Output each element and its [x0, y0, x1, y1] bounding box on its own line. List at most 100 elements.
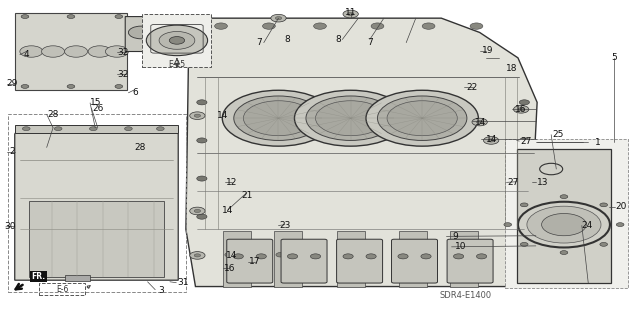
Circle shape: [316, 101, 386, 136]
Circle shape: [234, 96, 323, 140]
Text: 19: 19: [481, 46, 493, 56]
Circle shape: [519, 138, 529, 143]
Circle shape: [616, 223, 624, 226]
Circle shape: [157, 127, 164, 130]
Text: 14: 14: [226, 251, 237, 260]
Text: 11: 11: [345, 8, 356, 17]
Text: 32: 32: [118, 70, 129, 79]
Text: 4: 4: [24, 50, 29, 59]
Circle shape: [421, 254, 431, 259]
Circle shape: [343, 254, 353, 259]
Circle shape: [476, 121, 483, 123]
Circle shape: [314, 23, 326, 29]
Text: 32: 32: [118, 48, 129, 57]
Circle shape: [125, 127, 132, 130]
Circle shape: [275, 17, 282, 20]
Text: 3: 3: [159, 286, 164, 295]
Circle shape: [54, 127, 62, 130]
Bar: [516, 149, 611, 283]
Circle shape: [398, 254, 408, 259]
Text: 29: 29: [6, 79, 18, 88]
Bar: [450, 231, 477, 286]
Circle shape: [541, 213, 586, 236]
Circle shape: [467, 253, 476, 257]
Circle shape: [194, 254, 200, 257]
Text: 8: 8: [335, 35, 340, 44]
Circle shape: [366, 254, 376, 259]
Text: 27: 27: [520, 137, 531, 145]
Circle shape: [306, 96, 396, 140]
Text: 14: 14: [476, 117, 486, 127]
Text: 8: 8: [284, 35, 290, 44]
Circle shape: [366, 90, 478, 146]
Text: 14: 14: [221, 206, 233, 215]
Circle shape: [129, 26, 154, 39]
FancyBboxPatch shape: [392, 239, 438, 283]
Text: 14: 14: [217, 111, 228, 120]
Circle shape: [189, 112, 205, 120]
Text: 16: 16: [223, 263, 235, 273]
Text: 2: 2: [10, 147, 15, 156]
Circle shape: [256, 254, 266, 259]
Circle shape: [504, 223, 511, 226]
Circle shape: [196, 138, 207, 143]
FancyBboxPatch shape: [337, 239, 383, 283]
Text: 31: 31: [177, 278, 188, 287]
Text: 23: 23: [279, 221, 291, 230]
Circle shape: [225, 253, 234, 257]
Circle shape: [196, 176, 207, 181]
Text: 18: 18: [506, 63, 517, 72]
Text: 1: 1: [595, 137, 601, 146]
Circle shape: [159, 32, 195, 49]
Text: 27: 27: [507, 178, 518, 187]
Circle shape: [354, 253, 363, 257]
Circle shape: [291, 253, 300, 257]
Bar: [223, 231, 251, 286]
Circle shape: [600, 242, 607, 246]
Circle shape: [115, 15, 123, 19]
Text: 17: 17: [249, 257, 260, 266]
Circle shape: [472, 118, 487, 126]
Circle shape: [483, 137, 499, 144]
Circle shape: [519, 176, 529, 181]
FancyBboxPatch shape: [227, 239, 273, 283]
FancyBboxPatch shape: [447, 239, 493, 283]
Circle shape: [452, 253, 461, 257]
Polygon shape: [186, 18, 537, 286]
FancyBboxPatch shape: [281, 239, 327, 283]
Circle shape: [520, 203, 528, 207]
Circle shape: [196, 100, 207, 105]
Circle shape: [189, 252, 205, 259]
Circle shape: [88, 46, 111, 57]
Text: 26: 26: [92, 104, 104, 113]
Circle shape: [67, 15, 75, 19]
Text: 12: 12: [226, 178, 237, 187]
Circle shape: [527, 206, 601, 243]
Circle shape: [476, 254, 486, 259]
Text: E-6: E-6: [56, 285, 68, 294]
Circle shape: [519, 214, 529, 219]
Text: 14: 14: [486, 135, 497, 144]
Circle shape: [240, 253, 249, 257]
Bar: [29, 201, 164, 277]
Text: 16: 16: [515, 105, 527, 114]
Bar: [65, 275, 90, 281]
Circle shape: [20, 46, 43, 57]
Bar: [274, 231, 302, 286]
Circle shape: [271, 14, 286, 22]
Circle shape: [339, 253, 348, 257]
Circle shape: [387, 101, 458, 136]
Text: 5: 5: [611, 53, 616, 62]
Circle shape: [600, 203, 607, 207]
Circle shape: [422, 23, 435, 29]
Bar: [505, 139, 628, 288]
Circle shape: [310, 254, 321, 259]
Circle shape: [518, 108, 524, 111]
Text: 9: 9: [452, 232, 458, 241]
Circle shape: [67, 85, 75, 88]
Circle shape: [560, 195, 568, 198]
Circle shape: [520, 242, 528, 246]
Text: 10: 10: [455, 242, 467, 251]
Circle shape: [196, 214, 207, 219]
Circle shape: [222, 90, 335, 146]
